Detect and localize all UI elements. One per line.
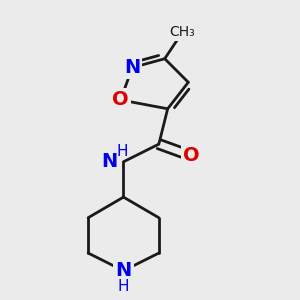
Text: O: O xyxy=(183,146,200,165)
Text: H: H xyxy=(116,144,128,159)
Text: H: H xyxy=(118,279,129,294)
Text: O: O xyxy=(112,90,129,110)
Text: N: N xyxy=(116,261,132,280)
Text: N: N xyxy=(101,152,118,171)
Text: CH₃: CH₃ xyxy=(169,25,195,39)
Text: N: N xyxy=(124,58,140,77)
